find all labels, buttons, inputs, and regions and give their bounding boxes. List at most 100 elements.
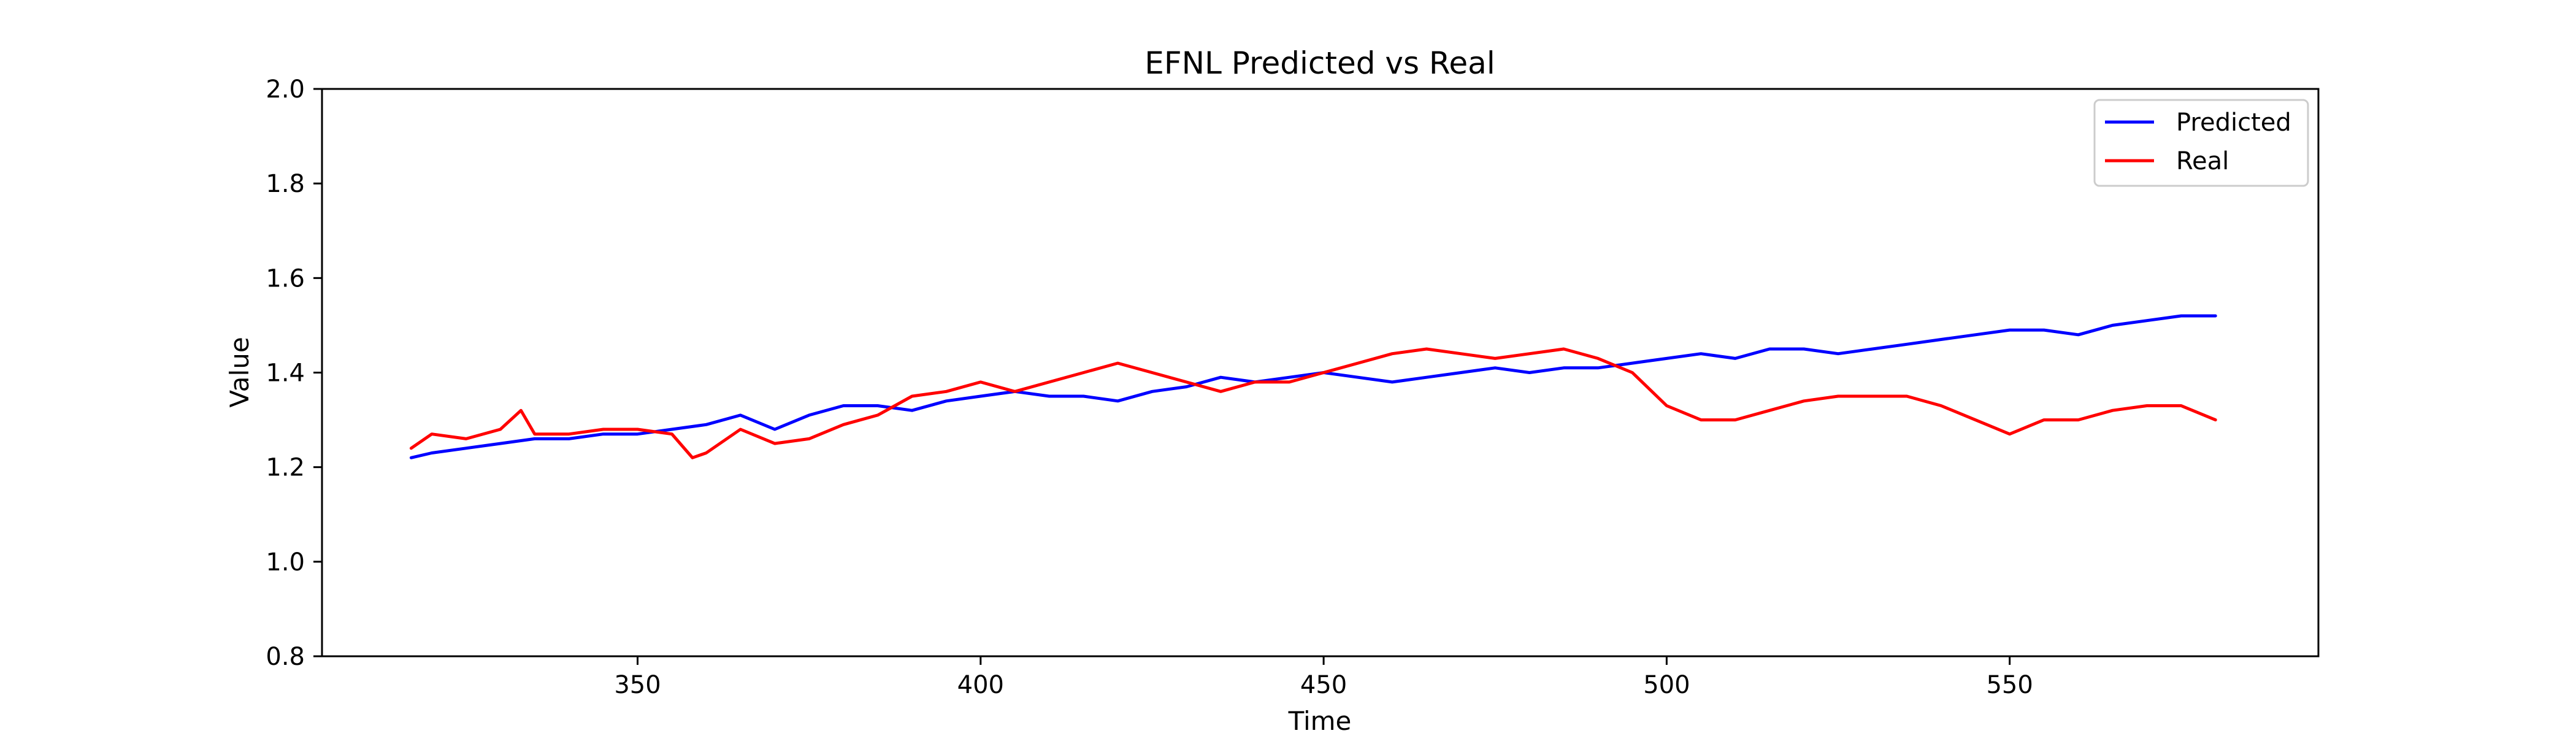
data-point-predicted [431, 452, 433, 454]
data-point-predicted [1837, 353, 1839, 355]
y-tick-label: 1.2 [266, 454, 305, 482]
data-point-predicted [1734, 357, 1736, 359]
data-point-predicted [1494, 367, 1497, 369]
data-point-predicted [1906, 343, 1908, 345]
data-point-predicted [739, 414, 742, 416]
data-point-predicted [705, 423, 707, 426]
data-point-predicted [1631, 362, 1633, 364]
data-point-real [1528, 353, 1531, 355]
legend-label-predicted: Predicted [2176, 109, 2291, 137]
data-point-real [1357, 362, 1359, 364]
y-tick-label: 1.0 [266, 548, 305, 577]
data-point-real [519, 409, 522, 412]
data-point-real [739, 428, 742, 431]
data-point-predicted [1151, 390, 1153, 393]
data-point-predicted [1665, 357, 1668, 359]
y-tick-label: 0.8 [266, 643, 305, 671]
data-point-real [1151, 372, 1153, 374]
data-point-real [1083, 372, 1085, 374]
data-point-real [1700, 419, 1702, 421]
data-point-predicted [602, 433, 605, 435]
data-point-predicted [1563, 367, 1565, 369]
data-point-real [1734, 419, 1736, 421]
data-point-predicted [2214, 315, 2217, 317]
x-axis: 350 400 450 500 550 [614, 656, 2033, 699]
legend-label-real: Real [2176, 147, 2229, 175]
data-point-real [1768, 409, 1771, 412]
data-point-predicted [465, 447, 467, 450]
data-point-predicted [637, 433, 638, 435]
data-point-real [1494, 357, 1497, 359]
data-point-predicted [876, 405, 879, 407]
data-point-real [2009, 433, 2011, 435]
data-point-real [1460, 353, 1462, 355]
data-point-predicted [1803, 348, 1805, 350]
data-point-predicted [1597, 367, 1599, 369]
data-point-real [1871, 395, 1874, 397]
data-point-real [499, 428, 502, 431]
data-point-real [1837, 395, 1839, 397]
data-point-predicted [2043, 329, 2045, 331]
data-point-real [431, 433, 433, 435]
data-point-predicted [568, 437, 570, 440]
x-tick-label: 500 [1643, 671, 1690, 699]
data-point-predicted [1391, 381, 1393, 383]
y-tick-label: 1.4 [266, 359, 305, 388]
data-point-predicted [1185, 386, 1187, 388]
data-point-real [671, 433, 673, 435]
data-point-real [979, 381, 982, 383]
data-point-real [808, 437, 810, 440]
data-point-predicted [1700, 353, 1702, 355]
data-point-real [876, 414, 879, 416]
data-point-real [1391, 353, 1393, 355]
data-point-predicted [1117, 400, 1119, 402]
data-point-predicted [1219, 376, 1222, 378]
series-line-predicted [409, 314, 2217, 459]
data-point-real [1974, 419, 1977, 421]
x-axis-label: Time [1288, 706, 1352, 736]
data-point-predicted [499, 442, 502, 445]
data-point-predicted [1871, 348, 1874, 350]
data-point-real [2180, 405, 2182, 407]
x-tick-label: 350 [614, 671, 661, 699]
series-line-real [409, 347, 2217, 459]
data-point-real [1048, 381, 1051, 383]
data-point-predicted [1528, 372, 1531, 374]
data-point-predicted [2077, 334, 2079, 336]
data-point-predicted [410, 456, 412, 459]
data-point-real [1803, 400, 1805, 402]
y-axis-label: Value [224, 337, 255, 407]
data-point-real [1219, 390, 1222, 393]
data-point-predicted [2180, 315, 2182, 317]
data-point-real [773, 442, 776, 445]
data-point-predicted [671, 428, 673, 431]
data-point-real [1597, 357, 1599, 359]
data-point-predicted [945, 400, 948, 402]
data-point-predicted [773, 428, 776, 431]
data-point-predicted [1460, 372, 1462, 374]
data-point-real [1631, 372, 1633, 374]
data-point-predicted [2145, 320, 2148, 322]
data-point-real [1665, 405, 1668, 407]
legend: Predicted Real [2093, 99, 2309, 187]
data-point-predicted [1974, 334, 1977, 336]
data-point-real [410, 447, 412, 450]
data-point-real [465, 437, 467, 440]
data-point-predicted [1083, 395, 1085, 397]
data-point-predicted [2009, 329, 2011, 331]
data-point-predicted [979, 395, 982, 397]
x-tick-label: 550 [1986, 671, 2033, 699]
data-point-real [2111, 409, 2114, 412]
data-point-real [534, 433, 536, 435]
data-point-real [691, 456, 694, 459]
data-point-predicted [1425, 376, 1428, 378]
data-point-predicted [1357, 376, 1359, 378]
y-tick-label: 2.0 [266, 75, 305, 104]
data-point-real [2145, 405, 2148, 407]
data-point-real [2043, 419, 2045, 421]
data-point-predicted [1048, 395, 1051, 397]
data-point-real [2077, 419, 2079, 421]
data-point-real [842, 423, 845, 426]
